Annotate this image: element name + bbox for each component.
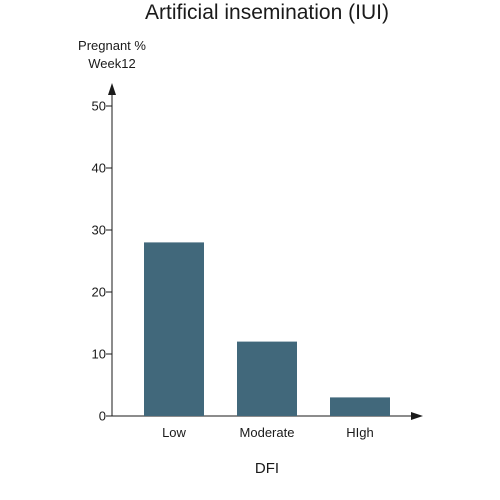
y-tick-label-50: 50 bbox=[92, 99, 106, 114]
bar-low bbox=[144, 242, 204, 416]
y-tick-label-0: 0 bbox=[99, 409, 106, 424]
chart-title: Artificial insemination (IUI) bbox=[145, 1, 389, 24]
bar-moderate bbox=[237, 341, 297, 416]
x-axis-label: DFI bbox=[255, 460, 279, 477]
y-tick-label-30: 30 bbox=[92, 223, 106, 238]
x-tick-label-moderate: Moderate bbox=[240, 425, 295, 440]
bar-high bbox=[330, 397, 390, 416]
plot-area: 0 10 20 30 40 50 Low Moderate HIgh bbox=[92, 83, 423, 440]
y-tick-label-20: 20 bbox=[92, 285, 106, 300]
y-axis-label-line-1: Pregnant % bbox=[78, 38, 146, 53]
x-axis-arrow bbox=[411, 412, 423, 420]
x-tick-label-low: Low bbox=[162, 425, 186, 440]
y-tick-label-10: 10 bbox=[92, 347, 106, 362]
x-tick-label-high: HIgh bbox=[346, 425, 373, 440]
y-axis-arrow bbox=[108, 83, 116, 95]
y-tick-label-40: 40 bbox=[92, 161, 106, 176]
y-axis-label-line-2: Week12 bbox=[88, 56, 135, 71]
